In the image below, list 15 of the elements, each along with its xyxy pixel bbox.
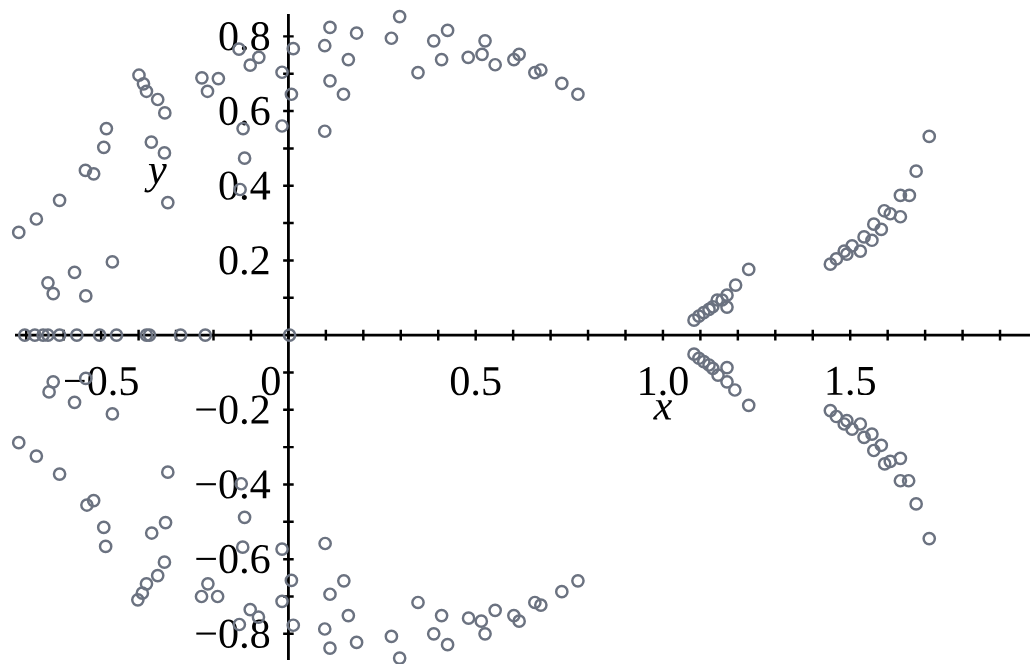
y-tick-label: 0.4 [219, 171, 271, 201]
x-tick-label: 0 [261, 366, 280, 396]
y-tick-label: −0.2 [196, 395, 269, 425]
y-tick-label: 0.6 [219, 96, 270, 126]
y-tick-label: −0.6 [196, 544, 270, 574]
x-tick-label: 1.5 [827, 366, 875, 396]
x-tick-label: −0.5 [64, 366, 138, 396]
x-axis-title: x [653, 400, 672, 420]
y-tick-label: −0.4 [196, 470, 271, 499]
x-tick-label: 0.5 [450, 366, 501, 396]
y-tick-label: 0.2 [219, 246, 269, 275]
x-tick-label: 1.0 [640, 366, 688, 396]
y-tick-label: −0.8 [196, 619, 270, 649]
y-tick-label: 0.8 [219, 22, 270, 51]
y-axis-title: y [144, 164, 167, 193]
